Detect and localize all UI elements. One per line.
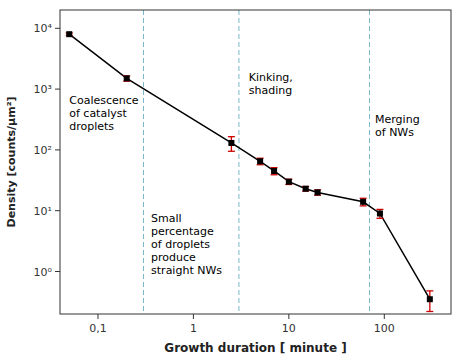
x-tick bbox=[384, 314, 385, 319]
error-bar bbox=[314, 190, 321, 195]
y-tick bbox=[55, 28, 60, 29]
marker bbox=[66, 31, 72, 37]
plot-frame bbox=[60, 10, 451, 314]
annotation: Kinking,shading bbox=[249, 71, 293, 97]
y-tick-label: 10⁴ bbox=[34, 22, 53, 35]
y-tick-label: 10³ bbox=[34, 83, 52, 96]
vertical-line bbox=[143, 10, 144, 314]
error-bar bbox=[302, 187, 309, 192]
annotation: Mergingof NWs bbox=[375, 113, 420, 139]
ticks: 0,1 1 10 100 10⁰ 10¹ 10² 10³ 10⁴ bbox=[34, 22, 395, 335]
marker bbox=[257, 158, 263, 164]
y-tick bbox=[55, 149, 60, 150]
x-tick-label: 1 bbox=[190, 322, 197, 335]
annotation: Smallpercentageof dropletsproducestraigh… bbox=[151, 212, 222, 277]
y-tick bbox=[55, 89, 60, 90]
plot-area bbox=[66, 10, 434, 314]
x-axis-label: Growth duration [ minute ] bbox=[164, 341, 346, 355]
error-bar bbox=[285, 179, 292, 184]
y-tick-label: 10⁰ bbox=[34, 266, 53, 279]
y-tick bbox=[55, 271, 60, 272]
x-tick bbox=[288, 314, 289, 319]
x-tick-label: 10 bbox=[282, 322, 296, 335]
marker bbox=[303, 186, 309, 192]
y-tick-label: 10² bbox=[34, 144, 52, 157]
marker bbox=[360, 199, 366, 205]
x-tick bbox=[193, 314, 194, 319]
marker bbox=[271, 168, 277, 174]
x-tick bbox=[97, 314, 98, 319]
y-tick bbox=[55, 210, 60, 211]
error-bar bbox=[257, 158, 264, 165]
error-bar bbox=[271, 168, 278, 175]
error-bar bbox=[123, 76, 130, 81]
series-line bbox=[69, 34, 430, 299]
marker bbox=[286, 179, 292, 185]
marker bbox=[427, 296, 433, 302]
marker bbox=[315, 189, 321, 195]
chart: 0,1 1 10 100 10⁰ 10¹ 10² 10³ 10⁴ Coalescenceof ca… bbox=[0, 0, 463, 360]
error-bar bbox=[228, 137, 235, 152]
vertical-line bbox=[238, 10, 239, 314]
error-bar bbox=[360, 198, 367, 206]
marker bbox=[377, 210, 383, 216]
x-tick-label: 0,1 bbox=[89, 322, 107, 335]
y-axis-label: Density [counts/μm²] bbox=[5, 97, 18, 228]
error-bar bbox=[376, 209, 383, 218]
error-bar bbox=[426, 291, 433, 312]
x-tick-label: 100 bbox=[374, 322, 395, 335]
annotation: Coalescenceof catalystdroplets bbox=[69, 94, 139, 133]
marker bbox=[228, 140, 234, 146]
marker bbox=[124, 75, 130, 81]
vertical-line bbox=[369, 10, 370, 314]
y-tick-label: 10¹ bbox=[34, 205, 52, 218]
